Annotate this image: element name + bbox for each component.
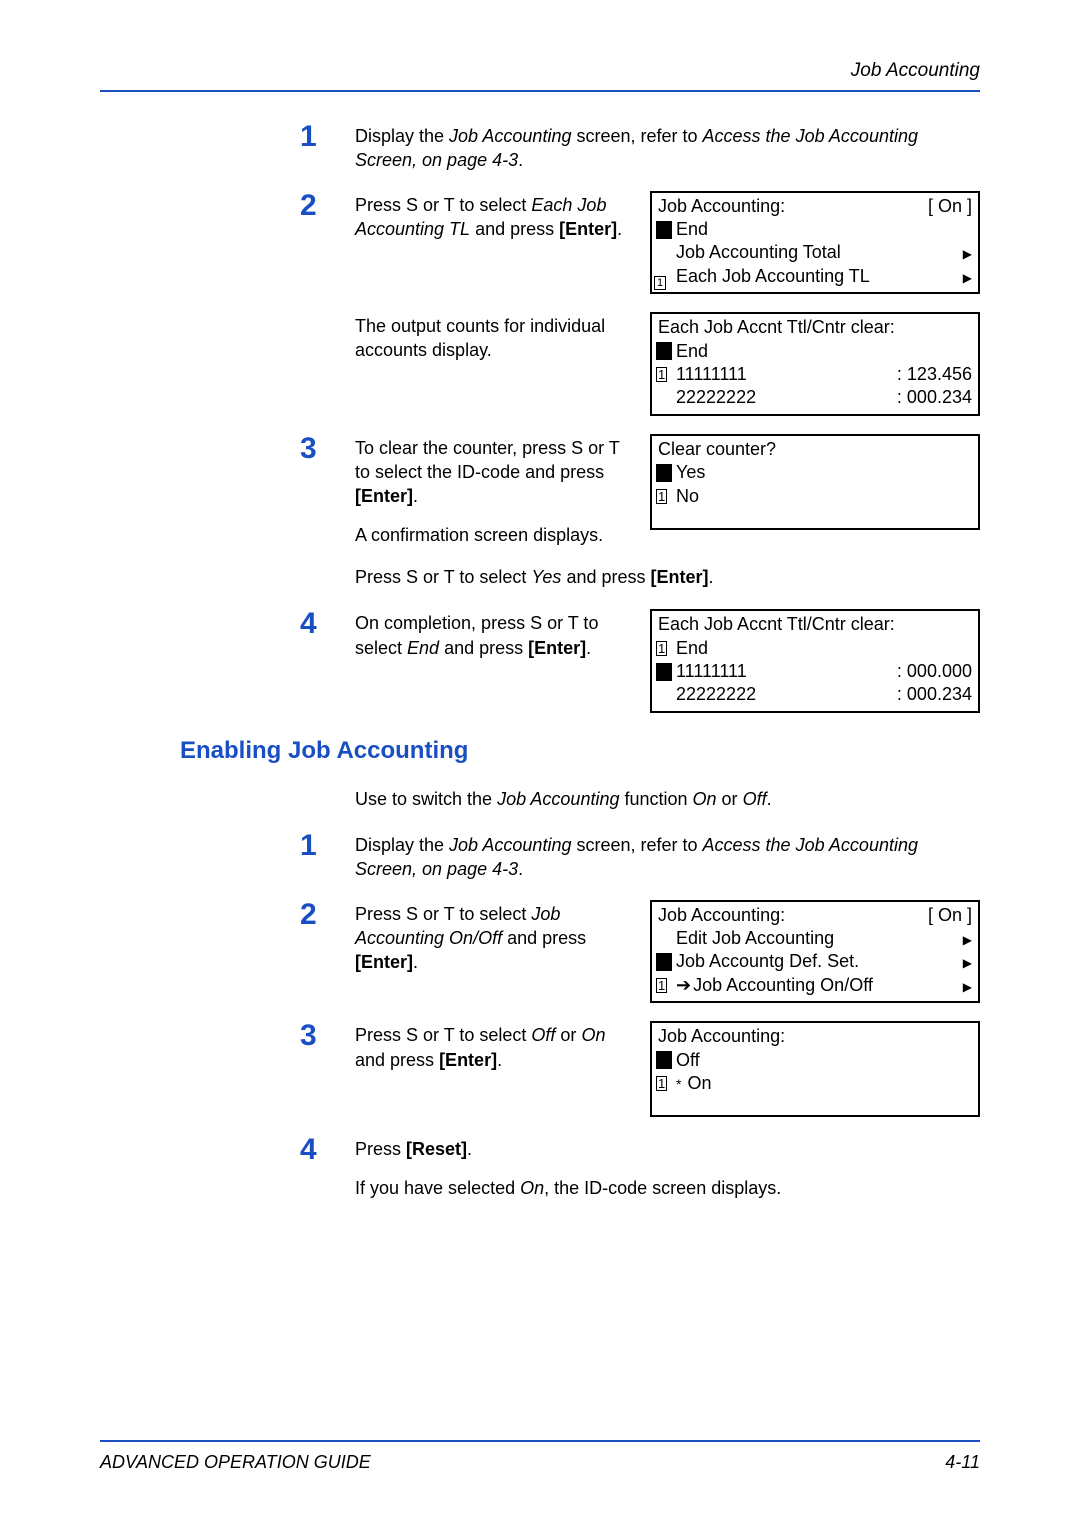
footer-rule (100, 1440, 980, 1442)
lcd-each-job-clear-2: Each Job Accnt Ttl/Cntr clear: 1End 1111… (650, 609, 980, 713)
s2-step2: 2 Press S or T to select Job Accounting … (100, 900, 980, 1004)
arrow-right-icon (963, 974, 972, 997)
step-number: 4 (100, 1135, 355, 1165)
step-text: Press S or T to select Job Accounting On… (355, 900, 638, 975)
lcd-job-accounting-2: Job Accounting: [ On ] Edit Job Accounti… (650, 900, 980, 1004)
step-text: Display the Job Accounting screen, refer… (355, 831, 980, 882)
arrow-right-icon (963, 927, 972, 950)
header-rule (100, 90, 980, 92)
s2-intro: Use to switch the Job Accounting functio… (355, 787, 980, 811)
step-text: Press S or T to select Each Job Accounti… (355, 191, 638, 242)
footer-right: 4-11 (945, 1452, 980, 1473)
footer-left: ADVANCED OPERATION GUIDE (100, 1452, 371, 1473)
step-number: 2 (100, 900, 355, 930)
s1-step1: 1 Display the Job Accounting screen, ref… (100, 122, 980, 173)
s1-step2b: The output counts for individual account… (100, 312, 980, 416)
s1-step3: 3 To clear the counter, press S or T to … (100, 434, 980, 547)
step-text: Display the Job Accounting screen, refer… (355, 122, 980, 173)
step-text: Press S or T to select Off or On and pre… (355, 1021, 638, 1072)
page-footer: ADVANCED OPERATION GUIDE 4-11 (100, 1440, 980, 1473)
arrow-right-icon (963, 950, 972, 973)
s2-step3: 3 Press S or T to select Off or On and p… (100, 1021, 980, 1117)
lcd-job-accounting: Job Accounting: [ On ] End Job Accountin… (650, 191, 980, 295)
section-heading: Enabling Job Accounting (180, 737, 980, 765)
s1-step4: 4 On completion, press S or T to select … (100, 609, 980, 713)
step-number: 1 (100, 831, 355, 861)
s2-step1: 1 Display the Job Accounting screen, ref… (100, 831, 980, 882)
step-text: The output counts for individual account… (355, 312, 638, 363)
step-number: 3 (100, 434, 355, 464)
arrow-right-icon (963, 241, 972, 264)
step-text: Press [Reset]. If you have selected On, … (355, 1135, 980, 1200)
step-number: 2 (100, 191, 355, 221)
lcd-each-job-clear: Each Job Accnt Ttl/Cntr clear: End 11111… (650, 312, 980, 416)
step-number: 3 (100, 1021, 355, 1051)
arrow-right-icon (963, 265, 972, 288)
lcd-clear-counter: Clear counter? Yes 1No (650, 434, 980, 530)
step-number: 4 (100, 609, 355, 639)
lcd-on-off: Job Accounting: Off 1*On (650, 1021, 980, 1117)
step-number: 1 (100, 122, 355, 152)
s1-step3-line: Press S or T to select Yes and press [En… (355, 565, 980, 589)
page-header: Job Accounting (100, 60, 980, 82)
step-text: On completion, press S or T to select En… (355, 609, 638, 660)
s1-step2: 2 Press S or T to select Each Job Accoun… (100, 191, 980, 295)
step-text: To clear the counter, press S or T to se… (355, 434, 638, 547)
s2-step4: 4 Press [Reset]. If you have selected On… (100, 1135, 980, 1200)
